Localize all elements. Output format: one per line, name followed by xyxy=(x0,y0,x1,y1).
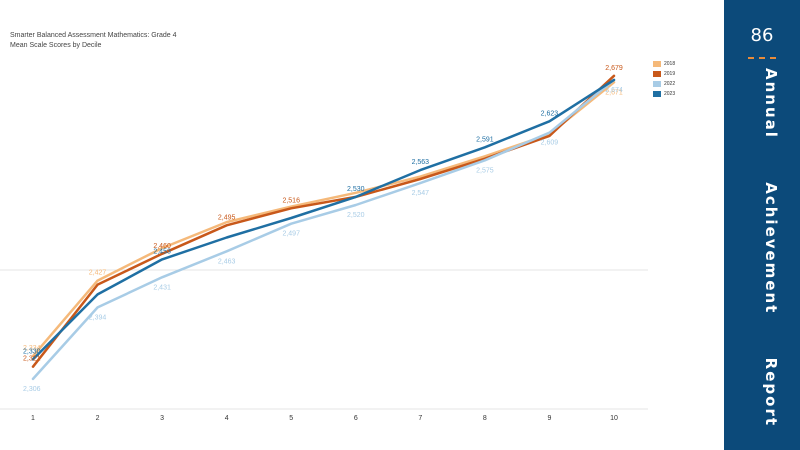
data-label: 2,427 xyxy=(89,270,107,277)
data-label: 2,431 xyxy=(153,284,171,291)
legend-label: 2023 xyxy=(664,91,676,97)
data-label: 2,334 xyxy=(23,345,41,352)
x-tick-label: 8 xyxy=(483,415,487,422)
line-chart: 2,334 2,427 2,671 2,321 2,460 2,495 2,516 2,679… xyxy=(0,65,648,422)
x-tick-label: 7 xyxy=(418,415,422,422)
data-label: 2,497 xyxy=(282,231,300,238)
data-label: 2,520 xyxy=(347,212,365,219)
x-tick-label: 6 xyxy=(354,415,358,422)
data-label: 2,563 xyxy=(412,159,430,166)
divider xyxy=(748,57,776,59)
x-tick-label: 5 xyxy=(289,415,293,422)
legend-item: 2019 xyxy=(653,69,675,79)
data-label: 2,674 xyxy=(605,87,623,94)
legend-item: 2023 xyxy=(653,89,675,99)
legend-item: 2022 xyxy=(653,79,675,89)
x-tick-label: 4 xyxy=(225,415,229,422)
data-label: 2,530 xyxy=(347,186,365,193)
data-labels: 2,334 2,427 2,671 2,321 2,460 2,495 2,516 2,679… xyxy=(23,65,623,393)
data-label: 2,495 xyxy=(218,214,236,221)
series-line-2023 xyxy=(31,78,616,361)
x-tick-label: 1 xyxy=(31,415,35,422)
x-axis-ticks: 1 2 3 4 5 6 7 8 9 10 xyxy=(31,415,618,422)
x-tick-label: 2 xyxy=(96,415,100,422)
series-line-2022 xyxy=(31,78,616,381)
x-tick-label: 9 xyxy=(547,415,551,422)
data-label: 2,575 xyxy=(476,167,494,174)
data-label: 2,679 xyxy=(605,65,623,72)
chart-title: Smarter Balanced Assessment Mathematics:… xyxy=(10,32,177,39)
legend-swatch xyxy=(653,61,661,67)
legend-swatch xyxy=(653,91,661,97)
side-panel: 86 Annual Achievement Report xyxy=(724,0,800,450)
data-label: 2,306 xyxy=(23,386,41,393)
x-tick-label: 3 xyxy=(160,415,164,422)
legend-label: 2018 xyxy=(664,61,676,67)
data-label: 2,460 xyxy=(153,243,171,250)
data-label: 2,623 xyxy=(541,110,559,117)
legend-swatch xyxy=(653,71,661,77)
data-label: 2,591 xyxy=(476,136,494,143)
legend-label: 2019 xyxy=(664,71,676,77)
grid xyxy=(0,269,648,410)
data-label: 2,547 xyxy=(412,190,430,197)
page-number: 86 xyxy=(750,25,774,46)
data-label: 2,330 xyxy=(23,348,41,355)
legend-swatch xyxy=(653,81,661,87)
data-label: 2,463 xyxy=(218,258,236,265)
data-label: 2,453 xyxy=(153,248,171,255)
x-tick-label: 10 xyxy=(610,415,618,422)
data-label: 2,516 xyxy=(282,197,300,204)
data-label: 2,394 xyxy=(89,314,107,321)
legend-label: 2022 xyxy=(664,81,676,87)
chart-subtitle: Mean Scale Scores by Decile xyxy=(10,42,102,49)
chart-title-block: Smarter Balanced Assessment Mathematics:… xyxy=(10,31,177,51)
data-label: 2,609 xyxy=(541,140,559,147)
legend-item: 2018 xyxy=(653,59,675,69)
report-title: Annual Achievement Report xyxy=(762,68,780,428)
data-label: 2,321 xyxy=(23,356,41,363)
legend: 2018 2019 2022 2023 xyxy=(653,59,675,99)
series-line-2019 xyxy=(31,74,616,368)
series-lines xyxy=(31,74,616,381)
data-label: 2,671 xyxy=(605,89,623,96)
series-line-2018 xyxy=(31,81,616,358)
